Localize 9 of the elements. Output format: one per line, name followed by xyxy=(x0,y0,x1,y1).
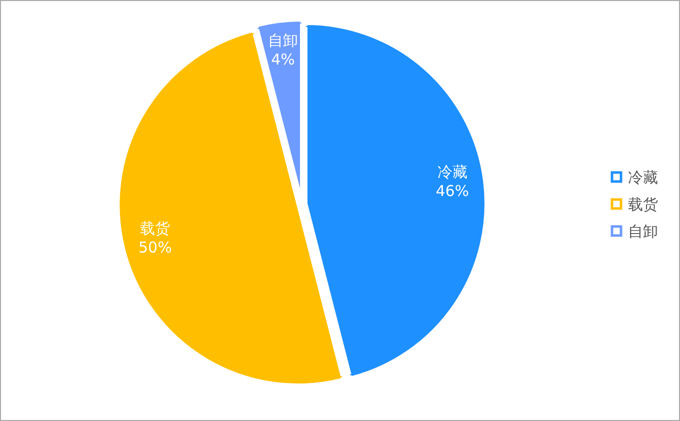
data-label: 46% xyxy=(436,182,470,200)
slice-label: 载货 xyxy=(140,220,170,238)
slice-label: 自卸 xyxy=(268,32,298,50)
data-label: 50% xyxy=(138,238,172,257)
legend-label: 自卸 xyxy=(628,222,658,240)
legend-label: 载货 xyxy=(628,196,658,214)
legend-label: 冷藏 xyxy=(628,168,658,186)
slice-label: 冷藏 xyxy=(437,163,468,181)
data-label: 4% xyxy=(271,50,295,69)
